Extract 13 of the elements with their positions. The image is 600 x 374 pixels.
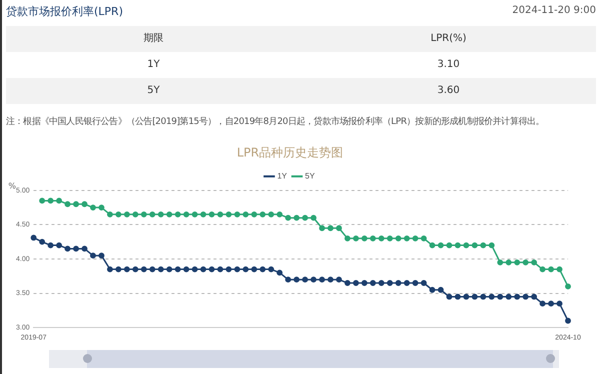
text: 3.10	[436, 58, 461, 72]
legend-label: 5Y	[305, 172, 316, 181]
chart-title: LPR品种历史走势图	[236, 145, 344, 160]
text: 期限	[6, 26, 301, 52]
text: 5Y	[6, 78, 301, 104]
text: LPR(%)	[301, 26, 596, 52]
text: 贷款市场报价利率(LPR)	[6, 5, 123, 18]
text: 1Y	[146, 58, 161, 72]
legend-label: 1Y	[277, 172, 288, 181]
y-axis-title: %	[8, 181, 16, 190]
text: 注：根据《中国人民银行公告》（公告[2019]第15号），自2019年8月20日起，贷款市场报价利率（LPR）按新的形成机制报价并计算得出。	[6, 116, 544, 128]
text: 2024-11-20 9:00	[512, 5, 596, 16]
text: 3.60	[301, 78, 596, 104]
